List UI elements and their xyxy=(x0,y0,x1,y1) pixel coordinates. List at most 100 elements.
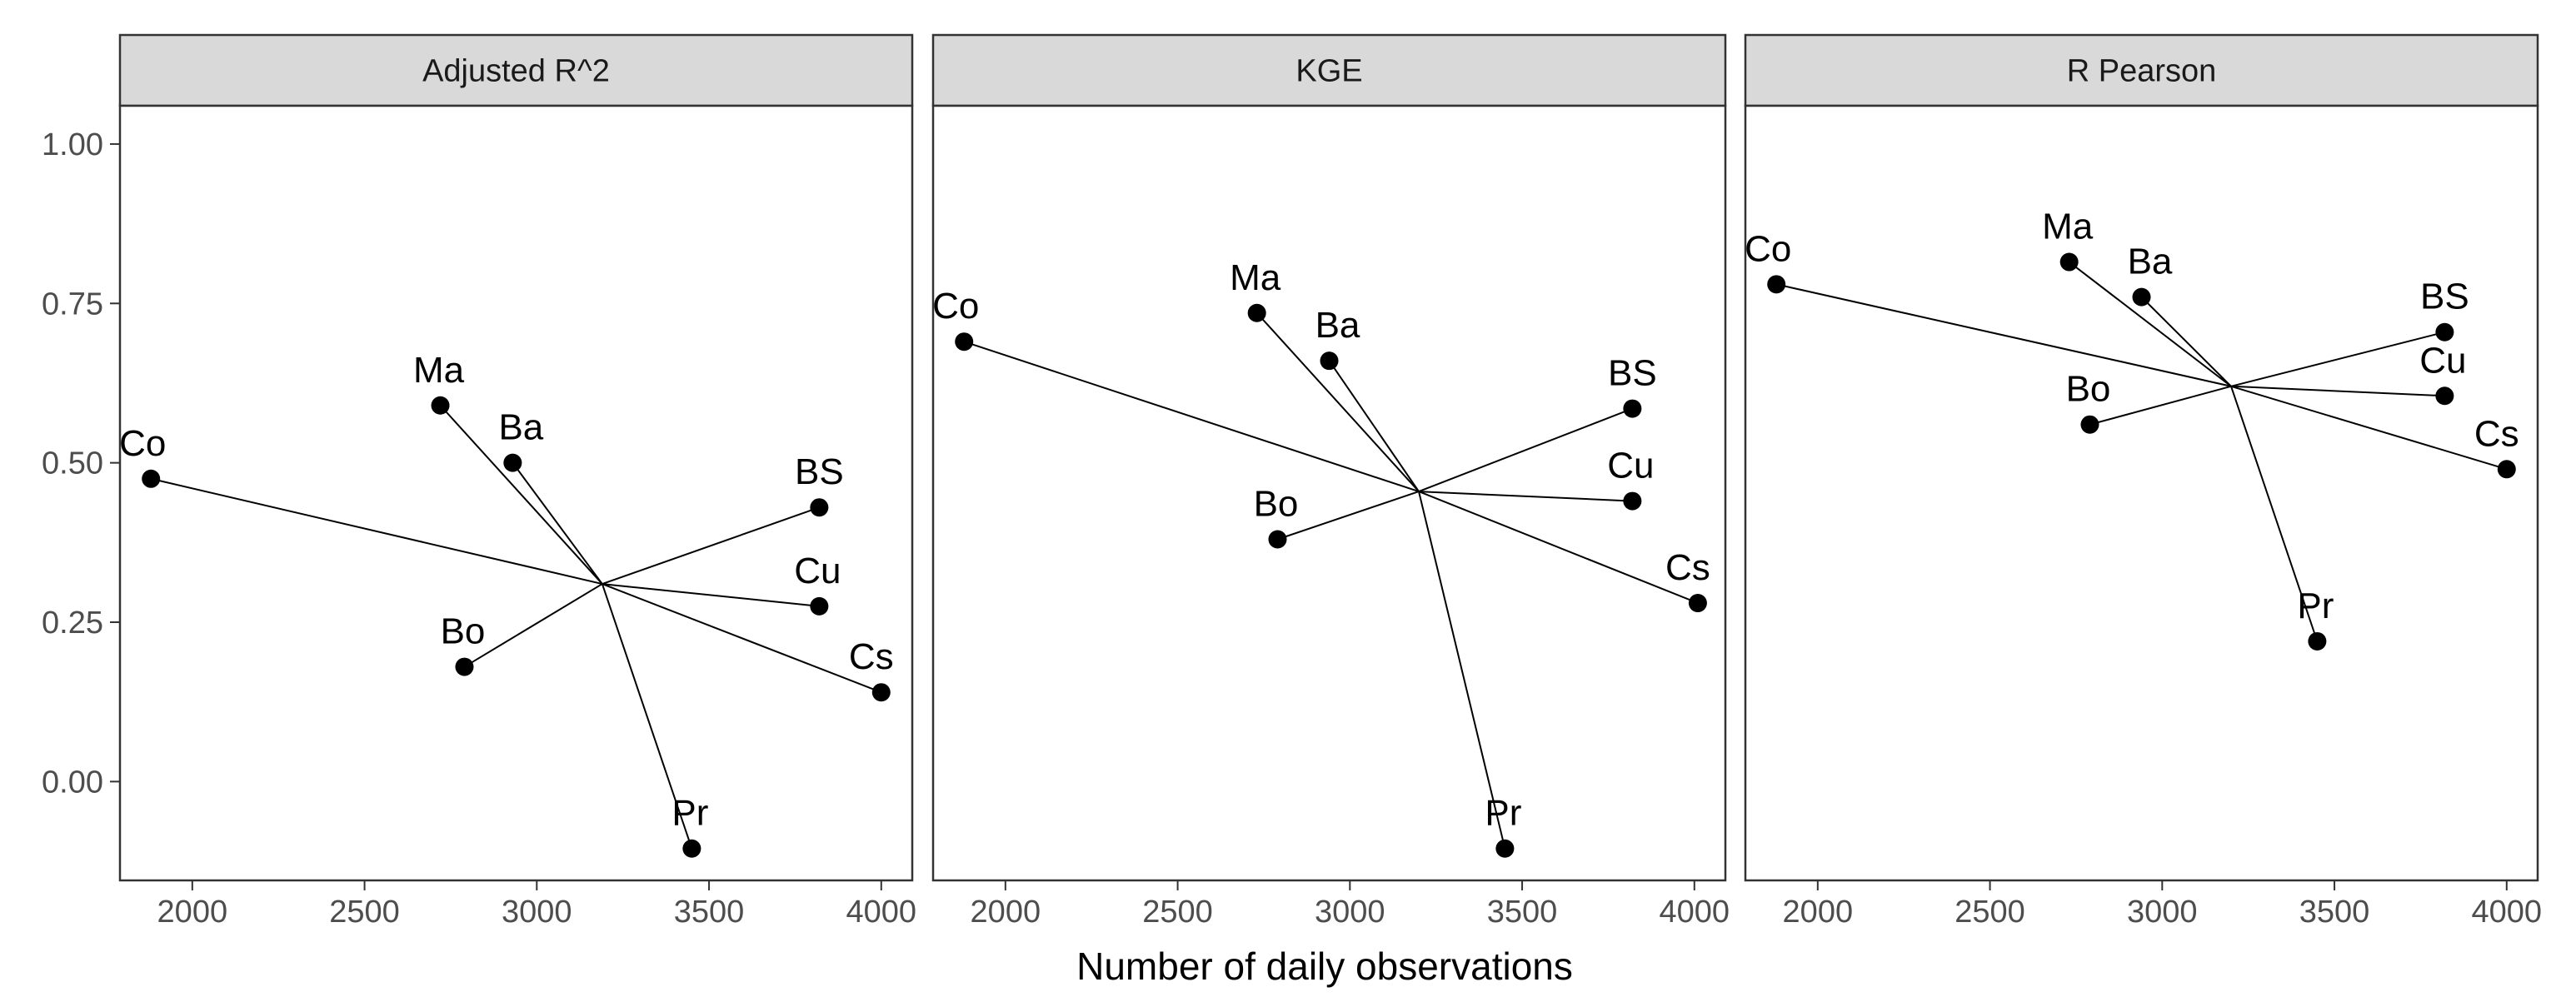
segment-co xyxy=(1775,283,2232,387)
x-tick-label: 3500 xyxy=(1487,895,1558,930)
point-bo xyxy=(1268,530,1287,549)
point-pr xyxy=(682,839,701,858)
point-ma xyxy=(431,396,450,415)
point-label-cs: Cs xyxy=(2474,413,2519,454)
point-label-cu: Cu xyxy=(794,551,841,591)
y-tick-label: 0.25 xyxy=(42,606,103,641)
segment-cs xyxy=(2230,385,2508,471)
point-label-cu: Cu xyxy=(2419,340,2466,381)
y-tick-label: 0.50 xyxy=(42,446,103,481)
segment-cu xyxy=(602,583,820,607)
segment-bs xyxy=(1418,407,1633,493)
x-tick-label: 2500 xyxy=(329,895,400,930)
segment-pr xyxy=(1418,491,1506,849)
segment-bs xyxy=(602,506,820,586)
point-bo xyxy=(2080,415,2099,434)
point-label-ma: Ma xyxy=(2042,207,2094,247)
point-label-pr: Pr xyxy=(1485,793,1521,834)
facet-panel: Adjusted R^2 2000 2500 3000 3500 4000 Co Ma Ba Bo… xyxy=(118,33,917,930)
point-ba xyxy=(1320,351,1339,371)
x-tick-label: 3500 xyxy=(674,895,745,930)
facet-title: Adjusted R^2 xyxy=(422,54,610,89)
y-axis: 0.00 0.25 0.50 0.75 1.00 xyxy=(42,127,120,800)
point-co xyxy=(142,469,161,488)
segment-ba xyxy=(512,462,603,585)
segment-bo xyxy=(1277,491,1420,541)
segment-co xyxy=(150,477,603,586)
point-label-co: Co xyxy=(932,286,979,327)
facet-panel: R Pearson 2000 2500 3000 3500 4000 Co Ma Ba Bo BS C… xyxy=(1744,33,2543,930)
point-label-bs: BS xyxy=(2420,277,2469,317)
segment-ma xyxy=(439,405,603,585)
x-tick-label: 3000 xyxy=(502,895,572,930)
facet-title: KGE xyxy=(1295,54,1362,89)
plot-panel xyxy=(118,104,914,882)
x-tick-label: 3000 xyxy=(2127,895,2198,930)
x-tick-label: 2500 xyxy=(1954,895,2025,930)
segment-cu xyxy=(2230,385,2445,397)
point-label-cu: Cu xyxy=(1607,446,1654,486)
panels-layer: Adjusted R^2 2000 2500 3000 3500 4000 Co Ma Ba Bo… xyxy=(118,33,2543,930)
point-label-bo: Bo xyxy=(2066,369,2111,410)
point-ba xyxy=(503,453,522,472)
point-pr xyxy=(2308,631,2327,651)
point-label-pr: Pr xyxy=(2297,586,2334,626)
point-ma xyxy=(1247,303,1266,322)
point-cs xyxy=(871,683,891,702)
point-pr xyxy=(1495,839,1515,858)
point-ma xyxy=(2059,252,2079,272)
x-tick-label: 4000 xyxy=(1660,895,1730,930)
segment-bo xyxy=(463,583,603,668)
x-tick-label: 2000 xyxy=(157,895,228,930)
point-cu xyxy=(2435,386,2454,406)
point-cu xyxy=(810,596,829,616)
x-tick-label: 4000 xyxy=(2472,895,2543,930)
point-cu xyxy=(1623,491,1642,511)
point-label-bs: BS xyxy=(1608,353,1657,394)
plot-panel xyxy=(1744,104,2539,882)
point-bs xyxy=(810,498,829,517)
y-tick-label: 0.00 xyxy=(42,765,103,800)
point-label-ba: Ba xyxy=(2128,242,2173,282)
point-cs xyxy=(2497,460,2516,479)
point-label-bo: Bo xyxy=(441,611,486,652)
point-label-cs: Cs xyxy=(1665,547,1710,588)
point-label-ba: Ba xyxy=(1315,305,1360,346)
x-tick-label: 2500 xyxy=(1142,895,1213,930)
segment-pr xyxy=(601,583,693,850)
facet-strip xyxy=(118,33,914,107)
point-ba xyxy=(2132,287,2151,307)
point-label-ma: Ma xyxy=(413,350,465,391)
segment-ma xyxy=(1256,312,1420,492)
point-label-ba: Ba xyxy=(498,407,543,448)
segment-bs xyxy=(2230,331,2445,387)
point-label-co: Co xyxy=(1745,228,1791,269)
segment-ba xyxy=(2140,296,2232,387)
point-co xyxy=(1767,275,1786,294)
point-co xyxy=(955,332,974,351)
x-axis-title: Number of daily observations xyxy=(1076,945,1573,988)
point-cs xyxy=(1688,594,1707,613)
facet-title: R Pearson xyxy=(2067,54,2217,89)
point-label-pr: Pr xyxy=(671,793,708,834)
x-tick-label: 3000 xyxy=(1315,895,1385,930)
facet-panel: KGE 2000 2500 3000 3500 4000 Co Ma Ba Bo BS Cu Cs Pr xyxy=(931,33,1730,930)
y-tick-label: 0.75 xyxy=(42,287,103,322)
x-tick-label: 2000 xyxy=(971,895,1041,930)
x-tick-label: 4000 xyxy=(846,895,917,930)
point-bs xyxy=(1623,399,1642,418)
plot-panel xyxy=(931,104,1727,882)
point-bs xyxy=(2435,322,2454,341)
point-label-co: Co xyxy=(119,423,166,464)
point-bo xyxy=(455,657,474,676)
point-label-bs: BS xyxy=(795,451,844,492)
segment-cu xyxy=(1418,491,1633,502)
point-label-cs: Cs xyxy=(849,636,894,677)
segment-bo xyxy=(2089,385,2232,426)
y-tick-label: 1.00 xyxy=(42,127,103,162)
segment-cs xyxy=(602,583,882,694)
point-label-ma: Ma xyxy=(1230,257,1281,298)
segment-ba xyxy=(1328,360,1420,492)
segment-co xyxy=(963,341,1420,493)
